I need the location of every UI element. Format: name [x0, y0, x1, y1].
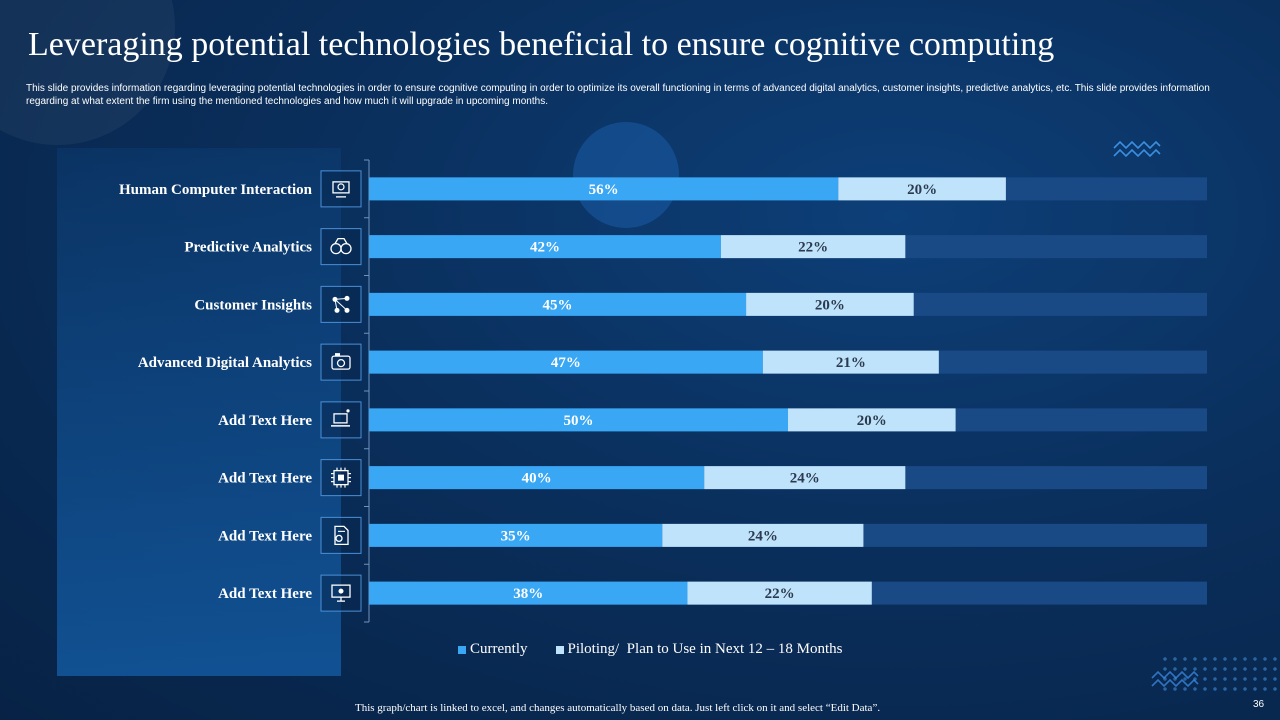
category-label: Add Text Here — [218, 471, 312, 487]
data-label-currently: 56% — [589, 182, 619, 198]
legend-item-currently: Currently — [458, 641, 528, 658]
robot-screen-icon — [332, 181, 350, 198]
data-label-currently: 38% — [513, 586, 543, 602]
dots-decoration — [1160, 654, 1280, 694]
data-label-currently: 40% — [522, 471, 552, 487]
bar-piloting — [662, 523, 864, 547]
page-number: 36 — [1253, 699, 1265, 710]
legend-swatch-piloting — [555, 645, 564, 654]
bar-piloting — [788, 408, 956, 432]
data-label-currently: 42% — [530, 240, 560, 256]
data-label-piloting: 24% — [790, 471, 820, 487]
slide-subtitle: This slide provides information regardin… — [26, 83, 1210, 107]
decorative-circle — [573, 122, 679, 228]
category-label: Predictive Analytics — [184, 240, 312, 256]
document-gear-icon — [334, 525, 349, 546]
ai-monitor-icon — [331, 584, 351, 602]
category-label: Add Text Here — [218, 528, 312, 544]
category-label: Add Text Here — [218, 413, 312, 429]
category-label: Customer Insights — [194, 297, 312, 313]
data-label-currently: 45% — [543, 297, 573, 313]
bar-piloting — [687, 581, 872, 605]
bar-currently — [369, 235, 721, 259]
bar-currently — [369, 177, 839, 201]
legend-swatch-currently — [458, 645, 466, 654]
legend-label-piloting: Piloting/ Plan to Use in Next 12 – 18 Mo… — [567, 641, 843, 657]
data-label-piloting: 20% — [907, 182, 937, 198]
left-label-panel — [57, 148, 341, 676]
chart-footnote: This graph/chart is linked to excel, and… — [355, 702, 881, 714]
bar-currently — [369, 466, 705, 490]
bar-piloting — [720, 235, 906, 259]
bar-piloting — [746, 292, 914, 316]
legend-item-piloting: Piloting/ Plan to Use in Next 12 – 18 Mo… — [555, 641, 843, 658]
analytics-camera-icon — [331, 353, 351, 370]
data-label-piloting: 24% — [748, 528, 778, 544]
bar-piloting — [762, 350, 939, 374]
bar-piloting — [704, 466, 906, 490]
zigzag-decoration — [1113, 140, 1161, 158]
category-label: Human Computer Interaction — [119, 182, 313, 198]
bar-currently — [369, 523, 663, 547]
bar-currently — [369, 408, 788, 432]
data-label-currently: 35% — [501, 528, 531, 544]
binoculars-icon — [330, 237, 352, 255]
data-label-piloting: 20% — [857, 413, 887, 429]
legend-label-currently: Currently — [470, 641, 528, 657]
data-label-currently: 50% — [564, 413, 594, 429]
bar-currently — [369, 350, 763, 374]
data-label-piloting: 20% — [815, 297, 845, 313]
category-label: Advanced Digital Analytics — [138, 355, 312, 371]
slide-title: Leveraging potential technologies benefi… — [28, 26, 1055, 63]
category-label: Add Text Here — [218, 586, 312, 602]
bar-piloting — [838, 177, 1006, 201]
icon-box — [320, 401, 362, 439]
icon-box — [320, 170, 362, 208]
icon-box — [320, 343, 362, 381]
chart-legend: Currently Piloting/ Plan to Use in Next … — [458, 641, 871, 658]
laptop-icon — [331, 409, 350, 427]
bar-currently — [369, 292, 747, 316]
network-nodes-icon — [332, 295, 350, 313]
data-label-piloting: 22% — [798, 240, 828, 256]
data-label-piloting: 22% — [765, 586, 795, 602]
chip-icon — [331, 467, 351, 488]
bar-currently — [369, 581, 688, 605]
data-label-piloting: 21% — [836, 355, 866, 371]
data-label-currently: 47% — [551, 355, 581, 371]
